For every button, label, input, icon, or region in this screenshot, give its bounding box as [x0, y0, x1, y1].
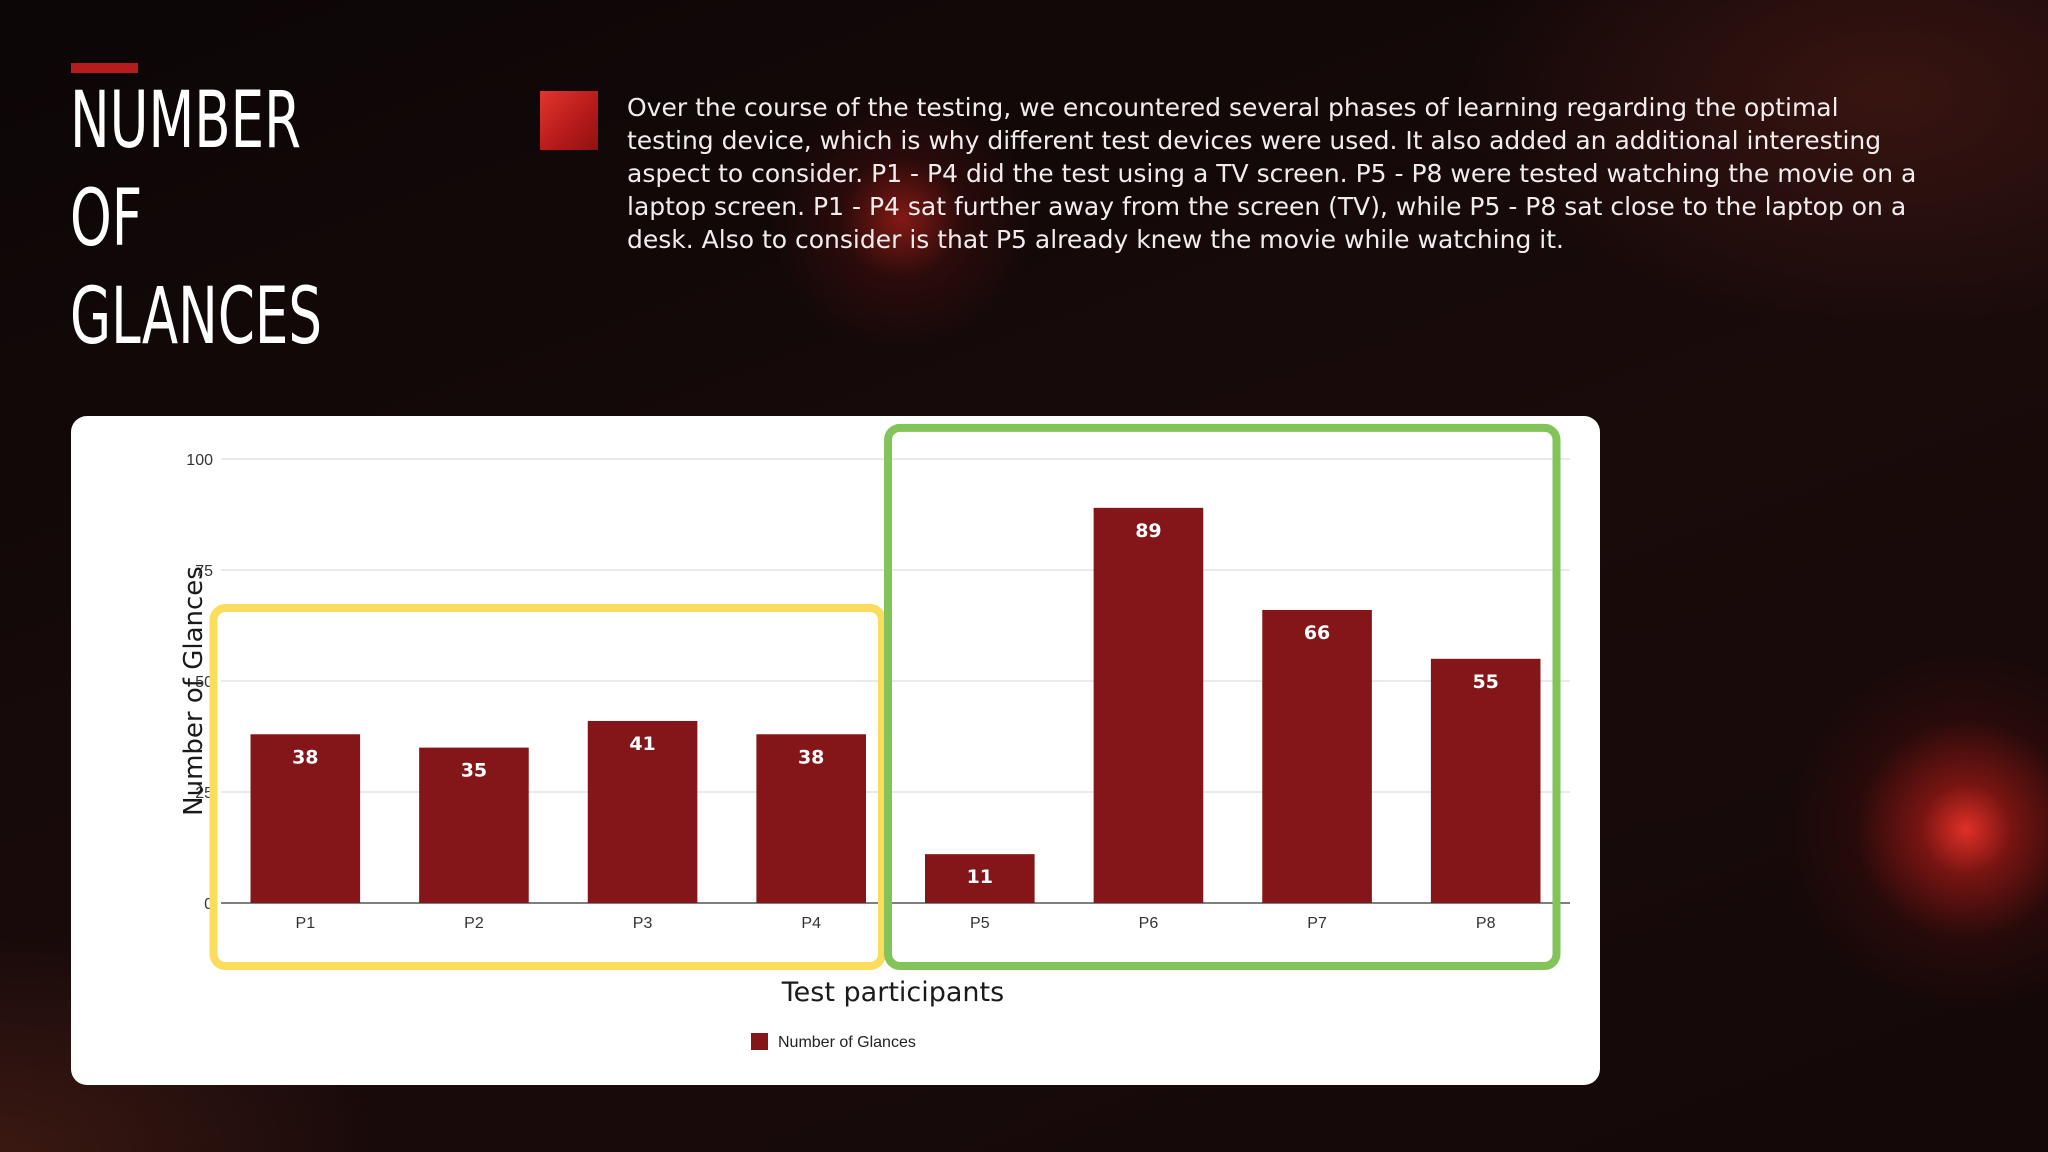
x-tick-label: P2: [464, 915, 484, 932]
x-tick-label: P1: [296, 915, 316, 932]
x-tick-label: P5: [970, 915, 990, 932]
y-tick-label: 0: [204, 896, 213, 913]
bar: [1262, 609, 1372, 903]
bar-chart: 0 25 50 75 100 38 P1 35 P2 41 P3 38 P4 11 P5 89 P6 66 P7 5…: [179, 423, 1570, 1051]
bar: [1430, 658, 1541, 903]
bar: [587, 720, 698, 903]
y-tick-label: 100: [186, 452, 213, 469]
bar: [756, 734, 866, 903]
x-tick-label: P3: [633, 915, 653, 932]
data-label: 35: [461, 760, 487, 782]
data-label: 41: [629, 733, 655, 755]
page-title: NUMBER OF GLANCES: [70, 76, 323, 362]
y-tick-label: 25: [195, 785, 213, 802]
x-axis-label: Test participants: [781, 977, 1004, 1008]
data-label: 89: [1135, 520, 1161, 542]
description-text: Over the course of the testing, we encou…: [627, 93, 1917, 254]
group-outline-tv: [209, 603, 886, 971]
bar: [250, 734, 361, 903]
x-tick-label: P8: [1476, 915, 1496, 932]
y-tick-label: 75: [195, 563, 213, 580]
chart-card: 0 25 50 75 100 38 P1 35 P2 41 P3 38 P4 11 P5 89 P6 66 P7 5…: [71, 416, 1600, 1085]
bar: [1093, 507, 1204, 903]
data-label: 38: [798, 746, 824, 768]
y-axis-label: Number of Glances: [179, 566, 209, 816]
data-label: 66: [1304, 622, 1330, 644]
x-tick-label: P6: [1139, 915, 1159, 932]
group-outline-laptop: [884, 423, 1561, 970]
decorative-red-square: [540, 91, 598, 150]
data-label: 11: [967, 866, 993, 888]
legend-label: Number of Glances: [778, 1034, 916, 1051]
title-accent-bar: [71, 63, 138, 73]
data-label: 38: [292, 746, 318, 768]
bar: [925, 854, 1035, 903]
x-tick-label: P7: [1307, 915, 1327, 932]
legend-swatch: [751, 1033, 768, 1050]
x-tick-label: P4: [801, 915, 821, 932]
data-label: 55: [1472, 671, 1498, 693]
bar: [419, 747, 529, 903]
y-tick-label: 50: [195, 674, 213, 691]
